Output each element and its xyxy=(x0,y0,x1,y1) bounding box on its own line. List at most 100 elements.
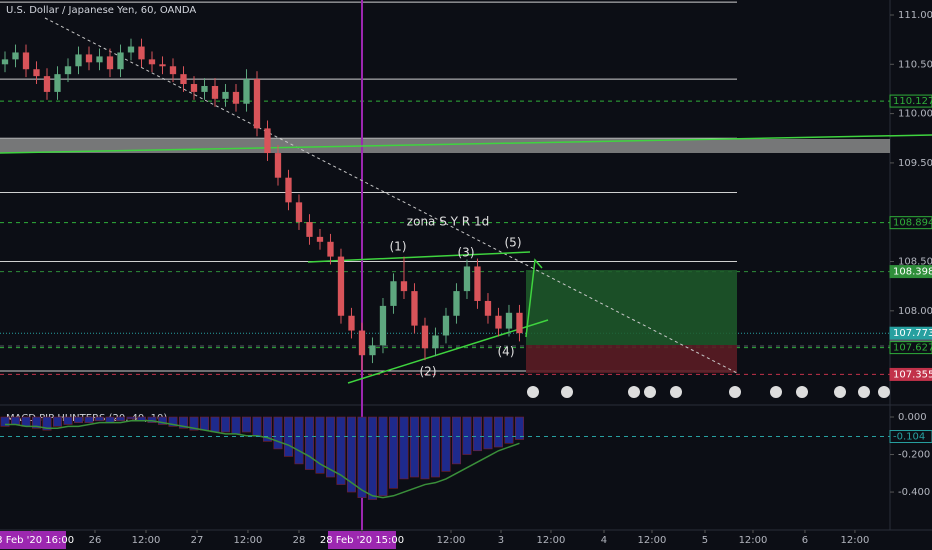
histogram-bar xyxy=(336,416,346,485)
price-tag xyxy=(889,265,932,279)
histogram-bar xyxy=(189,416,199,431)
histogram-bar xyxy=(252,416,262,437)
candle-body xyxy=(348,315,355,331)
x-tick-label: 12:00 xyxy=(739,535,768,546)
candle-body xyxy=(180,74,187,85)
histogram-bar xyxy=(378,416,388,497)
price-tag-label: 107.627 xyxy=(893,343,932,354)
histogram-bar xyxy=(514,416,524,440)
candle-body xyxy=(211,85,219,99)
candle-body xyxy=(169,66,177,75)
event-icon xyxy=(770,386,782,398)
histogram-bar xyxy=(420,416,430,480)
annotation: zona S Y R 1d xyxy=(407,215,489,229)
histogram-bar xyxy=(147,416,157,423)
candle-body xyxy=(22,52,30,70)
candle-body xyxy=(253,79,261,129)
y-tick-label: 110.000 xyxy=(898,109,932,120)
x-tick-label: 28 Feb '20 15:00 xyxy=(320,535,404,546)
candle-body xyxy=(474,266,481,301)
histogram-bar xyxy=(430,416,440,478)
candle-body xyxy=(64,66,72,75)
candle-body xyxy=(285,177,292,203)
candle-body xyxy=(516,312,523,334)
trend-line xyxy=(44,17,738,374)
histogram-bar xyxy=(31,416,41,429)
candle-body xyxy=(12,52,19,60)
x-tick-label: 12:00 xyxy=(537,535,566,546)
candle-body xyxy=(243,79,250,104)
histogram-bar xyxy=(262,416,272,442)
histogram-bar xyxy=(315,416,325,474)
event-icon xyxy=(878,386,890,398)
price-tag xyxy=(889,94,932,108)
wave-label: (5) xyxy=(505,236,522,250)
candle-body xyxy=(222,91,229,99)
channel-top xyxy=(307,251,531,263)
candle-body xyxy=(337,256,345,316)
price-tag xyxy=(889,216,932,230)
histogram-bar xyxy=(231,416,241,435)
candle-body xyxy=(316,236,324,242)
price-tag-label: 108.398 xyxy=(893,267,932,278)
candle-body xyxy=(159,64,166,67)
candle-body xyxy=(33,69,40,77)
histogram-bar xyxy=(304,416,314,470)
histogram-bar xyxy=(357,416,367,498)
event-icon xyxy=(796,386,808,398)
histogram-bar xyxy=(325,416,335,478)
y-tick-label: -0.200 xyxy=(898,450,930,461)
channel-bottom xyxy=(347,319,549,384)
histogram-bar xyxy=(409,416,419,478)
price-tag-label: 108.894 xyxy=(893,218,932,229)
price-tag xyxy=(889,326,932,340)
x-tick-label: 5 xyxy=(702,535,708,546)
candle-body xyxy=(505,312,513,329)
candle-body xyxy=(148,59,156,65)
y-tick-label: 109.500 xyxy=(898,158,932,169)
histogram-bar xyxy=(10,416,20,425)
indicator-tag-label: -0.104 xyxy=(893,432,925,443)
histogram-bar xyxy=(126,416,136,420)
histogram-bar xyxy=(178,416,188,429)
candle-body xyxy=(96,56,103,63)
histogram-bar xyxy=(441,416,451,472)
projection-arrow xyxy=(525,258,543,338)
candle-body xyxy=(190,84,198,92)
candle-body xyxy=(421,325,429,349)
event-icon xyxy=(561,386,573,398)
y-tick-label: 110.500 xyxy=(898,59,932,70)
histogram-bar xyxy=(63,416,73,425)
candle-body xyxy=(295,202,303,223)
candle-body xyxy=(484,300,492,316)
histogram-bar xyxy=(105,416,115,423)
histogram-bar xyxy=(493,416,503,448)
support-line xyxy=(0,134,932,154)
histogram-bar xyxy=(168,416,178,427)
price-tag-label: 110.127 xyxy=(893,96,932,107)
candle-body xyxy=(379,305,387,346)
candle-body xyxy=(411,291,418,326)
wave-label: (1) xyxy=(390,240,407,254)
price-tag xyxy=(889,367,932,381)
x-tick-label: 12:00 xyxy=(638,535,667,546)
wave-label: (4) xyxy=(498,345,515,359)
price-tag xyxy=(889,341,932,355)
x-tick-label: 12:00 xyxy=(132,535,161,546)
x-tick-label: 28 xyxy=(293,535,306,546)
wave-label: (2) xyxy=(420,365,437,379)
candle-body xyxy=(274,153,282,178)
candle-body xyxy=(264,128,271,154)
y-tick-label: 108.500 xyxy=(898,257,932,268)
x-tick-label: 12:00 xyxy=(841,535,870,546)
event-icon xyxy=(628,386,640,398)
histogram-bar xyxy=(115,416,125,422)
candle-body xyxy=(390,281,397,306)
histogram-bar xyxy=(0,416,10,427)
candle-body xyxy=(43,76,51,92)
candle-body xyxy=(138,46,145,60)
y-tick-label: 111.000 xyxy=(898,10,932,21)
histogram-bar xyxy=(388,416,398,489)
y-tick-label: -0.400 xyxy=(898,487,930,498)
wave-label: (3) xyxy=(458,246,475,260)
